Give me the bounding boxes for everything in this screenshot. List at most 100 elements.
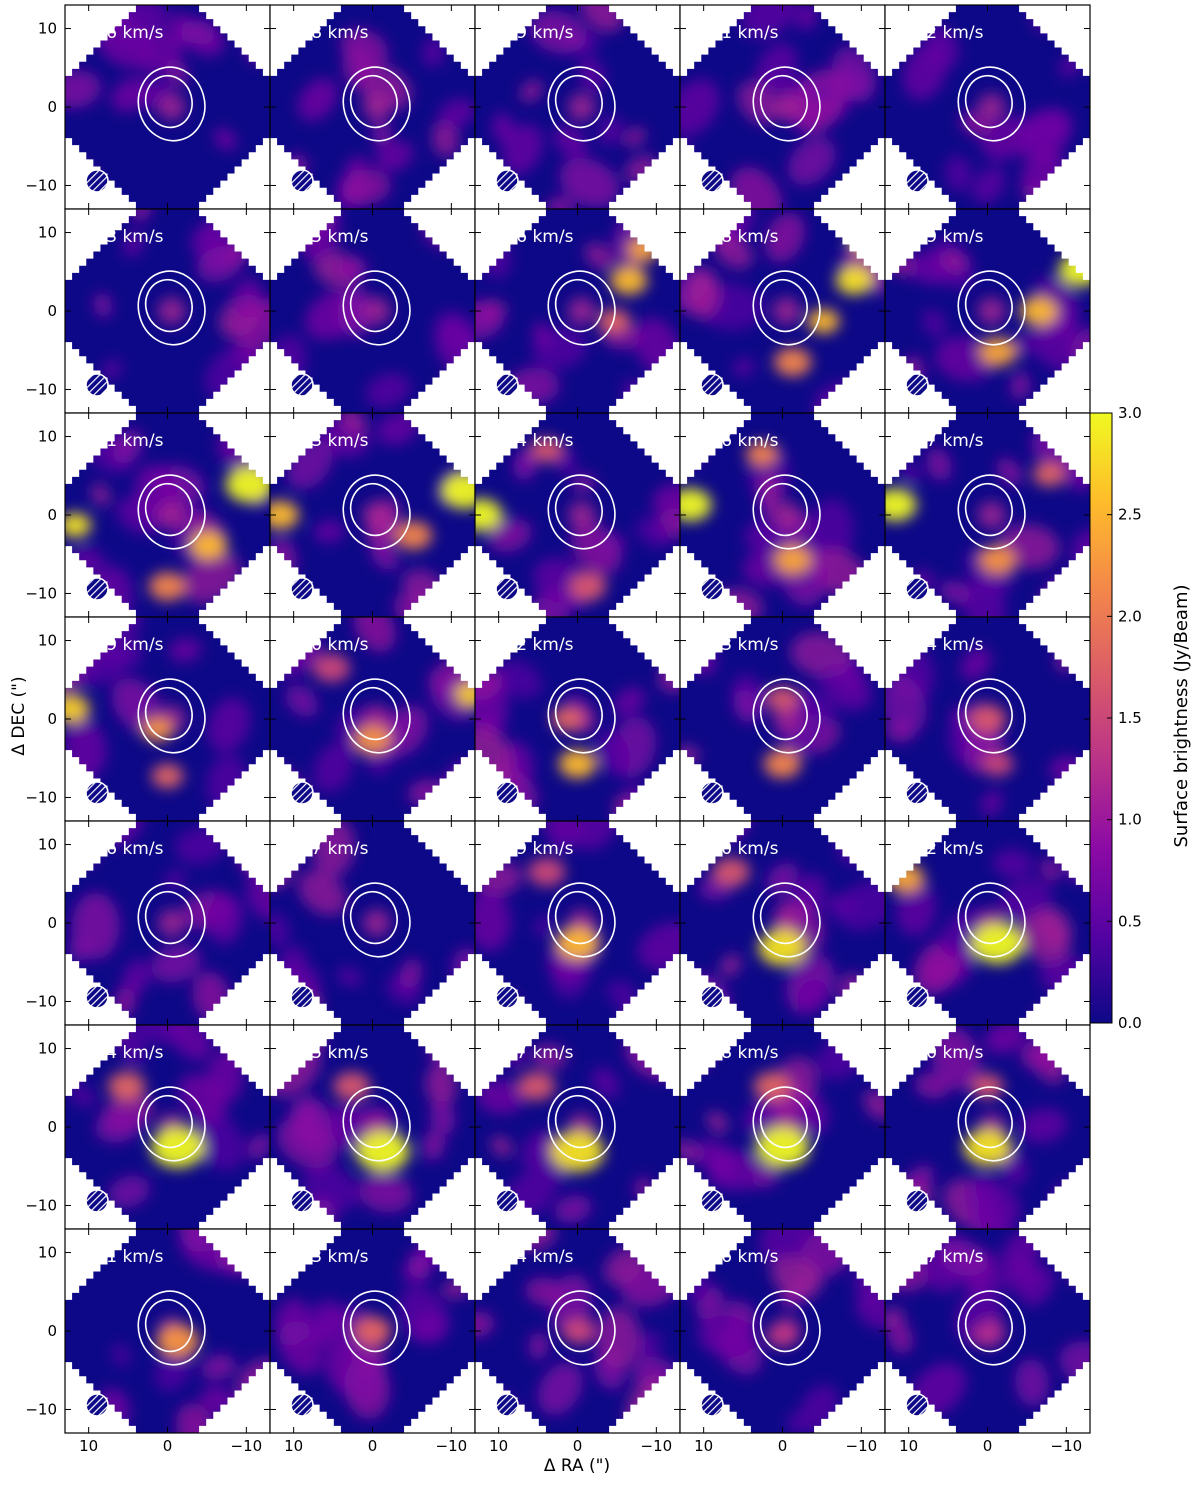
channel-panel: 2.1 km/s [679, 4, 886, 210]
contour-inner [144, 1094, 193, 1149]
emission-blob [399, 958, 423, 989]
emission-blob [960, 647, 992, 681]
channel-panel: 6.1 km/s 10 0 −10 10 0 −10 [25, 1228, 271, 1455]
emission-blob [992, 848, 1033, 878]
mask-corner [192, 743, 270, 821]
channel-panel: 1.9 km/s [474, 4, 681, 210]
emission-blob [907, 1165, 935, 1190]
colorbar-tick-label: 2.0 [1118, 607, 1142, 625]
emission-blob [698, 1315, 755, 1357]
colorbar-tick-label: 1.0 [1118, 811, 1142, 829]
emission-blob [896, 881, 936, 936]
y-tick-label: 10 [38, 1040, 57, 1058]
channel-panel: 3.6 km/s [679, 412, 886, 618]
mask-corner [397, 209, 475, 287]
channel-panel: 3.9 km/s 10 0 −10 [25, 616, 271, 822]
channel-panel: 2.3 km/s 10 0 −10 [25, 208, 271, 414]
channel-panel: 6.0 km/s [884, 1024, 1091, 1230]
emission-blob [835, 266, 873, 295]
velocity-label: 5.0 km/s [705, 839, 779, 859]
mask-corner [475, 1229, 553, 1307]
emission-blob [944, 154, 972, 193]
channel-panel: 4.7 km/s [269, 820, 476, 1026]
mask-corner [475, 335, 553, 413]
emission-blob [139, 31, 184, 75]
emission-blob [561, 1318, 594, 1344]
mask-corner [270, 209, 348, 287]
contour-outer [547, 66, 616, 142]
y-tick-label: 0 [47, 710, 57, 728]
beam-marker [495, 1393, 519, 1417]
emission-blob [298, 870, 347, 916]
emission-blob [65, 70, 102, 109]
x-tick-label: −10 [846, 1437, 878, 1455]
emission-blob [714, 235, 754, 270]
mask-corner [65, 131, 143, 209]
mask-corner [192, 1025, 270, 1103]
emission-blob [488, 518, 532, 553]
contour-outer [957, 270, 1026, 346]
x-tick-label: 10 [284, 1437, 303, 1455]
contour-outer [547, 270, 616, 346]
mask-corner [1012, 1355, 1090, 1433]
channel-panel: 5.7 km/s [474, 1024, 681, 1230]
emission-blob [999, 1259, 1039, 1292]
emission-blob [182, 20, 215, 45]
mask-corner [475, 947, 553, 1025]
beam-marker [290, 781, 314, 805]
emission-blob [313, 742, 354, 793]
channel-panel: 2.6 km/s [474, 208, 681, 414]
colorbar-tick-label: 0.0 [1118, 1014, 1142, 1032]
mask-corner [475, 131, 553, 209]
contour-outer [137, 678, 206, 754]
mask-corner [192, 1151, 270, 1229]
emission-blob [70, 1086, 96, 1108]
velocity-label: 2.8 km/s [705, 227, 779, 247]
emission-blob [422, 36, 445, 68]
emission-blob [744, 519, 795, 556]
velocity-label: 3.9 km/s [90, 635, 164, 655]
y-tick-label: −10 [25, 584, 57, 602]
beam-marker [290, 985, 314, 1009]
central-emission [362, 909, 391, 937]
emission-blob [65, 512, 92, 538]
velocity-label: 2.6 km/s [500, 227, 574, 247]
emission-blob [819, 664, 872, 711]
mask-corner [885, 743, 963, 821]
beam-marker [905, 1189, 929, 1213]
beam-marker [700, 781, 724, 805]
emission-blob [375, 140, 414, 172]
emission-blob [591, 1067, 621, 1099]
velocity-label: 4.9 km/s [500, 839, 574, 859]
mask-corner [397, 5, 475, 83]
mask-corner [397, 1025, 475, 1103]
central-emission [772, 93, 801, 121]
colorbar-tick-label: 2.5 [1118, 506, 1142, 524]
emission-blob [906, 252, 949, 285]
mask-corner [192, 539, 270, 617]
velocity-label: 3.6 km/s [705, 431, 779, 451]
beam-marker [700, 985, 724, 1009]
emission-blob [914, 1073, 950, 1099]
emission-blob [112, 429, 144, 465]
mask-corner [680, 335, 758, 413]
contour-inner [964, 278, 1013, 333]
x-tick-label: 10 [79, 1437, 98, 1455]
contour-outer [137, 474, 206, 550]
x-tick-label: −10 [641, 1437, 673, 1455]
emission-blob [475, 726, 514, 785]
contour-inner [759, 74, 808, 129]
contour-inner [554, 74, 603, 129]
emission-blob [1010, 371, 1031, 400]
emission-blob [680, 1139, 702, 1163]
colorbar-label: Surface brightness (Jy/Beam) [1171, 584, 1192, 847]
beam-marker [905, 985, 929, 1009]
mask-corner [65, 1355, 143, 1433]
mask-corner [65, 617, 143, 695]
velocity-label: 4.2 km/s [500, 635, 574, 655]
beam-marker [85, 373, 109, 397]
contour-inner [144, 686, 193, 741]
mask-corner [65, 539, 143, 617]
channel-panel: 2.9 km/s [884, 208, 1091, 414]
mask-corner [192, 209, 270, 287]
